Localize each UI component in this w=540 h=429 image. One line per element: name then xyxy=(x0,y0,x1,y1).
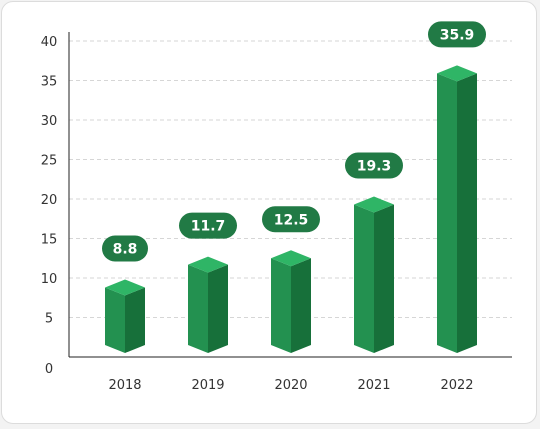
bar-top-face xyxy=(437,65,477,82)
data-label: 12.5 xyxy=(262,206,320,233)
bar-front-face xyxy=(188,264,208,353)
bars xyxy=(105,65,477,353)
data-label-badge xyxy=(102,235,148,262)
bar xyxy=(188,256,228,353)
x-tick-label: 2019 xyxy=(191,378,224,393)
data-label-text: 35.9 xyxy=(440,27,475,43)
data-label: 11.7 xyxy=(179,212,237,239)
data-label-text: 19.3 xyxy=(357,159,392,175)
bar-side-face xyxy=(125,287,145,353)
bar-front-face xyxy=(271,258,291,353)
bar-top-face xyxy=(354,196,394,213)
x-tick-label: 2021 xyxy=(357,378,390,393)
bar-side-face xyxy=(374,204,394,353)
bar xyxy=(271,250,311,353)
data-label-text: 8.8 xyxy=(113,241,138,257)
data-label-text: 11.7 xyxy=(191,219,226,235)
bar-top-face xyxy=(105,279,145,296)
bar-top-face xyxy=(188,256,228,273)
bar-side-face xyxy=(208,264,228,353)
bar-front-face xyxy=(437,73,457,353)
x-tick-label: 2020 xyxy=(274,378,307,393)
y-tick-label: 35 xyxy=(41,75,58,90)
data-label: 8.8 xyxy=(102,235,148,262)
chart-card: 0 5 10 15 20 25 30 35 40 2018 2019 2020 2021 2022 8.… xyxy=(1,1,537,424)
bar-front-face xyxy=(354,204,374,353)
data-labels: 8.8 11.7 12.5 19.3 35.9 xyxy=(102,21,486,262)
y-tick-label: 40 xyxy=(41,35,58,50)
bar-side-face xyxy=(291,258,311,353)
y-tick-label: 20 xyxy=(41,193,58,208)
data-label-badge xyxy=(345,152,403,179)
data-label-badge xyxy=(428,21,486,48)
x-tick-label: 2018 xyxy=(108,378,141,393)
data-label: 19.3 xyxy=(345,152,403,179)
bar-front-face xyxy=(105,287,125,353)
x-axis-ticks: 2018 2019 2020 2021 2022 xyxy=(108,378,473,393)
axes xyxy=(68,32,512,358)
bar xyxy=(354,196,394,353)
data-label-badge xyxy=(179,212,237,239)
y-tick-label: 15 xyxy=(41,233,58,248)
data-label-badge xyxy=(262,206,320,233)
y-tick-label: 5 xyxy=(45,312,53,327)
y-axis-ticks: 0 5 10 15 20 25 30 35 40 xyxy=(41,35,58,377)
bar-side-face xyxy=(457,73,477,353)
bar xyxy=(437,65,477,353)
data-label: 35.9 xyxy=(428,21,486,48)
y-tick-label: 30 xyxy=(41,114,58,129)
y-tick-label: 25 xyxy=(41,154,58,169)
y-tick-label: 10 xyxy=(41,272,58,287)
data-label-text: 12.5 xyxy=(274,212,309,228)
y-tick-label: 0 xyxy=(45,362,53,377)
bar xyxy=(105,279,145,353)
x-tick-label: 2022 xyxy=(440,378,473,393)
bar-top-face xyxy=(271,250,311,267)
